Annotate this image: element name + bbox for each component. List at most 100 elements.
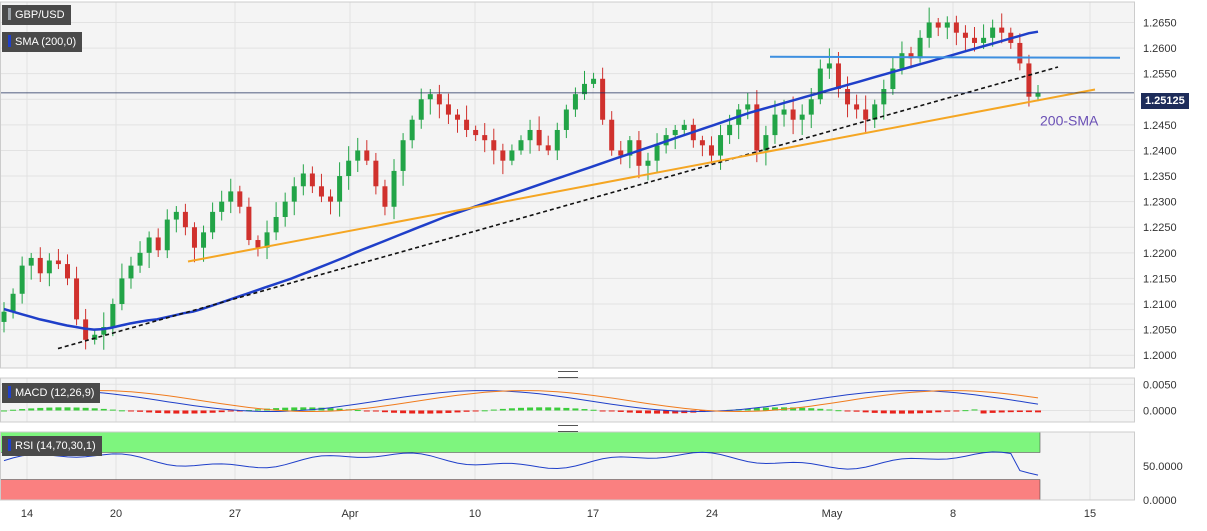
macd-histogram-bar xyxy=(862,410,869,413)
macd-histogram-bar xyxy=(463,410,470,412)
macd-histogram-bar xyxy=(790,407,797,411)
support-trendline xyxy=(187,88,1096,263)
macd-histogram-bar xyxy=(926,410,933,413)
candle-body xyxy=(92,334,98,340)
candle-body xyxy=(155,237,161,251)
rsi-overbought-zone xyxy=(0,431,1041,453)
candle-body xyxy=(146,237,152,253)
candle-body xyxy=(645,160,651,166)
y-tick-label: 1.2000 xyxy=(1143,350,1177,362)
candle-body xyxy=(400,140,406,171)
x-tick-label: 10 xyxy=(469,508,481,520)
candle-body xyxy=(291,186,297,202)
candle-body xyxy=(908,53,914,59)
candle-body xyxy=(681,124,687,130)
macd-histogram-bar xyxy=(363,410,370,412)
candle-body xyxy=(246,206,252,241)
pane-resize-handle[interactable] xyxy=(558,425,578,432)
y-tick-label: 1.2150 xyxy=(1143,273,1177,285)
candle-body xyxy=(219,201,225,212)
macd-histogram-bar xyxy=(381,410,388,413)
macd-histogram-bar xyxy=(354,410,361,412)
macd-histogram-bar xyxy=(980,410,987,414)
macd-histogram-bar xyxy=(1016,410,1023,413)
macd-histogram-bar xyxy=(10,409,17,411)
macd-pane-bg xyxy=(0,378,1135,422)
macd-histogram-bar xyxy=(654,410,661,414)
candle-body xyxy=(835,63,841,90)
candle-body xyxy=(74,278,80,320)
macd-histogram-bar xyxy=(82,407,89,411)
candle-body xyxy=(799,114,805,120)
macd-histogram-bar xyxy=(109,409,116,411)
macd-histogram-bar xyxy=(209,410,216,413)
candle-body xyxy=(981,37,987,43)
candle-body xyxy=(46,260,52,274)
candle-body xyxy=(255,240,261,248)
y-tick-label: 1.2300 xyxy=(1143,197,1177,209)
macd-legend[interactable]: MACD (12,26,9) xyxy=(2,383,101,403)
candle-body xyxy=(600,78,606,120)
candle-body xyxy=(790,109,796,120)
rsi-title: RSI (14,70,30,1) xyxy=(15,440,96,452)
macd-histogram-bar xyxy=(672,410,679,414)
macd-histogram-bar xyxy=(55,407,62,411)
candle-body xyxy=(128,265,134,279)
candle-body xyxy=(808,99,814,115)
candle-body xyxy=(636,140,642,166)
macd-histogram-bar xyxy=(291,407,298,411)
pane-resize-handle[interactable] xyxy=(558,371,578,378)
candle-body xyxy=(237,191,243,207)
symbol-title: GBP/USD xyxy=(15,9,65,21)
sma-title: SMA (200,0) xyxy=(15,36,77,48)
candle-body xyxy=(282,201,288,217)
rising-trendline xyxy=(57,66,1059,350)
candle-body xyxy=(881,89,887,105)
legend-swatch xyxy=(8,386,11,398)
candle-body xyxy=(999,27,1005,33)
candle-body xyxy=(264,232,270,248)
candle-body xyxy=(863,109,869,120)
macd-histogram-bar xyxy=(91,408,98,411)
candle-body xyxy=(500,150,506,161)
candle-body xyxy=(10,293,16,312)
macd-signal-line xyxy=(3,390,1039,413)
macd-histogram-bar xyxy=(146,410,153,413)
macd-histogram-bar xyxy=(46,407,53,411)
sma-legend[interactable]: SMA (200,0) xyxy=(2,32,83,52)
candle-body xyxy=(917,37,923,59)
candle-body xyxy=(110,304,116,328)
candle-body xyxy=(944,22,950,28)
macd-histogram-bar xyxy=(182,410,189,414)
candle-body xyxy=(518,140,524,151)
macd-histogram-bar xyxy=(536,407,543,411)
macd-histogram-bar xyxy=(889,410,896,414)
candle-body xyxy=(745,104,751,110)
candle-body xyxy=(572,94,578,110)
candle-body xyxy=(28,257,34,266)
y-tick-label: 1.2100 xyxy=(1143,299,1177,311)
macd-histogram-bar xyxy=(273,408,280,411)
candle-body xyxy=(364,150,370,161)
candle-body xyxy=(228,191,234,202)
candle-body xyxy=(346,160,352,177)
candle-body xyxy=(300,173,306,187)
macd-histogram-bar xyxy=(917,410,924,414)
macd-histogram-bar xyxy=(989,410,996,413)
rsi-line xyxy=(3,451,1039,476)
macd-histogram-bar xyxy=(309,407,316,411)
macd-histogram-bar xyxy=(944,410,951,412)
candle-body xyxy=(763,135,769,151)
candle-body xyxy=(772,114,778,136)
x-tick-label: 17 xyxy=(587,508,599,520)
y-tick-label: 1.2600 xyxy=(1143,43,1177,55)
symbol-legend[interactable]: GBP/USD xyxy=(2,5,71,25)
macd-histogram-bar xyxy=(554,407,561,411)
y-tick-label: 1.2250 xyxy=(1143,222,1177,234)
macd-histogram-bar xyxy=(336,408,343,411)
x-tick-label: May xyxy=(822,508,843,520)
macd-histogram-bar xyxy=(254,409,261,411)
macd-histogram-bar xyxy=(164,410,171,414)
rsi-legend[interactable]: RSI (14,70,30,1) xyxy=(2,436,102,456)
